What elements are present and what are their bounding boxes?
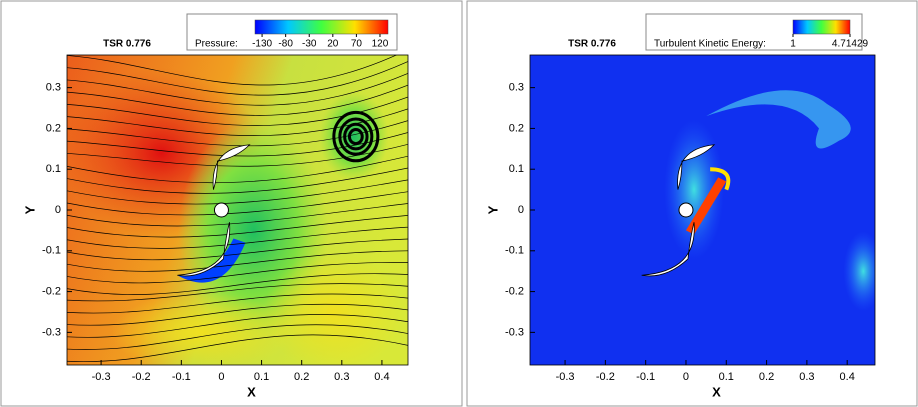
plot-area: [525, 47, 888, 373]
x-tick-label: 0: [683, 371, 689, 383]
colorbar-tick-label: -130: [252, 39, 272, 50]
colorbar: [793, 20, 850, 34]
colorbar-tick-label: 70: [351, 39, 363, 50]
x-tick-label: 0.1: [254, 371, 269, 383]
y-axis-label: Y: [22, 205, 37, 214]
y-tick-label: -0.2: [505, 285, 524, 297]
y-tick-label: 0.3: [46, 82, 61, 94]
x-tick-label: 0.2: [294, 371, 309, 383]
x-axis-label: X: [712, 384, 721, 399]
colorbar-label: Pressure:: [195, 39, 238, 50]
colorbar-tick-label: 20: [327, 39, 339, 50]
y-tick-label: -0.3: [505, 326, 524, 338]
x-tick-label: 0.3: [799, 371, 814, 383]
colorbar-tick-label: 1: [790, 39, 796, 50]
y-tick-label: 0.1: [46, 163, 61, 175]
y-tick-label: 0: [55, 204, 61, 216]
y-tick-label: -0.1: [505, 245, 524, 257]
x-tick-label: -0.1: [172, 371, 191, 383]
x-tick-label: 0.2: [759, 371, 774, 383]
field: [264, 252, 404, 372]
x-tick-label: -0.2: [132, 371, 151, 383]
x-axis-label: X: [247, 384, 256, 399]
chart-title: TSR 0.776: [103, 39, 151, 50]
y-tick-label: -0.2: [42, 285, 61, 297]
y-tick-label: -0.1: [42, 245, 61, 257]
field: [843, 231, 883, 311]
y-tick-label: 0.1: [509, 163, 524, 175]
colorbar-tick-label: -30: [302, 39, 317, 50]
y-axis-label: Y: [485, 205, 500, 214]
x-tick-label: -0.2: [596, 371, 615, 383]
x-tick-label: 0.1: [719, 371, 734, 383]
x-tick-label: 0.4: [840, 371, 855, 383]
x-tick-label: 0: [218, 371, 224, 383]
colorbar-tick-label: -80: [278, 39, 293, 50]
colorbar: [255, 20, 388, 34]
y-tick-label: 0.2: [46, 122, 61, 134]
colorbar-tick-label: 120: [372, 39, 389, 50]
colorbar-label: Turbulent Kinetic Energy:: [654, 39, 766, 50]
x-tick-label: 0.4: [374, 371, 389, 383]
hub: [679, 203, 693, 217]
y-tick-label: 0: [518, 204, 524, 216]
y-tick-label: -0.3: [42, 326, 61, 338]
hub: [214, 203, 228, 217]
plot-area: [61, 43, 422, 373]
y-tick-label: 0.2: [509, 122, 524, 134]
chart-title: TSR 0.776: [568, 39, 616, 50]
figure: -0.3 -0.2 -0.1 0 0.1 0.2 0.3 0.4 -0.3 -0.2 -0.1 0 0.…: [0, 0, 918, 407]
x-tick-label: -0.3: [92, 371, 111, 383]
x-tick-label: 0.3: [334, 371, 349, 383]
x-tick-label: -0.3: [556, 371, 575, 383]
x-tick-label: -0.1: [636, 371, 655, 383]
colorbar-tick-label: 4.71429: [832, 39, 869, 50]
y-tick-label: 0.3: [509, 82, 524, 94]
